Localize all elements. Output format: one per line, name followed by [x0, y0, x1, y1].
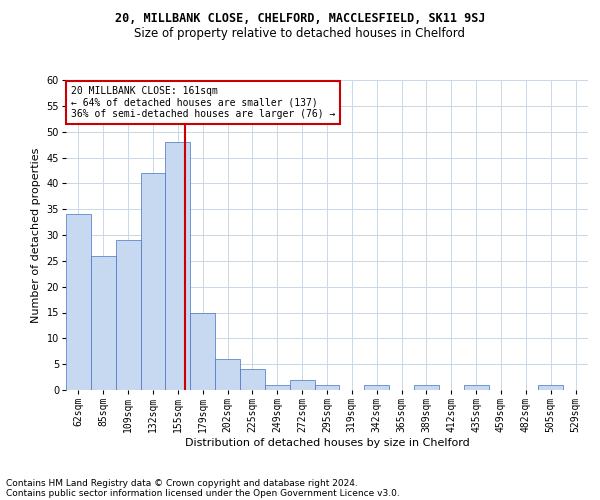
Bar [364, 385, 389, 390]
Text: 20 MILLBANK CLOSE: 161sqm
← 64% of detached houses are smaller (137)
36% of semi: 20 MILLBANK CLOSE: 161sqm ← 64% of detac… [71, 86, 335, 120]
Bar [166, 142, 190, 390]
Bar [538, 385, 563, 390]
X-axis label: Distribution of detached houses by size in Chelford: Distribution of detached houses by size … [185, 438, 469, 448]
Bar [190, 312, 215, 390]
Bar [215, 359, 240, 390]
Bar [414, 385, 439, 390]
Bar [314, 385, 340, 390]
Y-axis label: Number of detached properties: Number of detached properties [31, 148, 41, 322]
Bar [265, 385, 290, 390]
Bar [66, 214, 91, 390]
Bar [290, 380, 314, 390]
Bar [464, 385, 488, 390]
Bar [140, 173, 166, 390]
Bar [240, 370, 265, 390]
Text: 20, MILLBANK CLOSE, CHELFORD, MACCLESFIELD, SK11 9SJ: 20, MILLBANK CLOSE, CHELFORD, MACCLESFIE… [115, 12, 485, 26]
Text: Contains public sector information licensed under the Open Government Licence v3: Contains public sector information licen… [6, 488, 400, 498]
Text: Contains HM Land Registry data © Crown copyright and database right 2024.: Contains HM Land Registry data © Crown c… [6, 478, 358, 488]
Bar [116, 240, 140, 390]
Text: Size of property relative to detached houses in Chelford: Size of property relative to detached ho… [134, 28, 466, 40]
Bar [91, 256, 116, 390]
